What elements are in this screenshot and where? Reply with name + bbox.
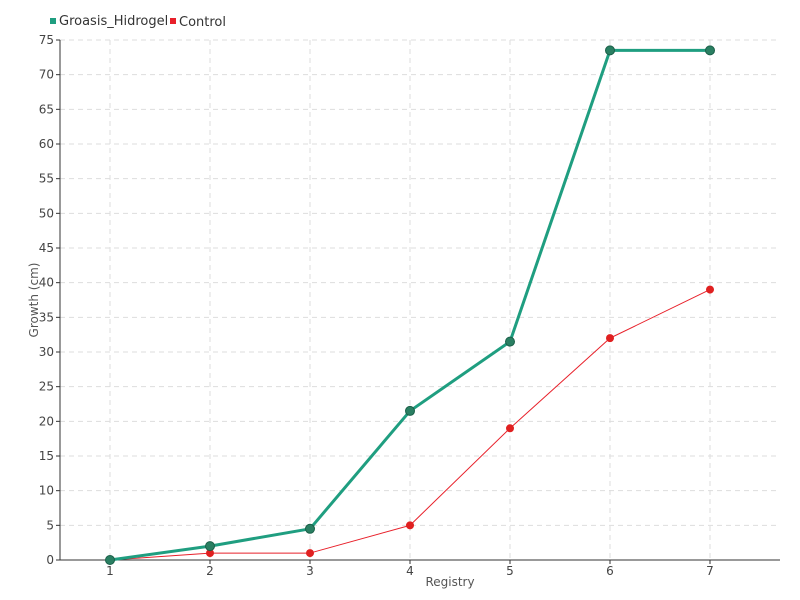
axes [59,40,780,561]
legend-swatch-control [170,18,176,24]
series-control [106,285,714,564]
y-tick-label: 70 [39,68,54,82]
data-point [406,521,414,530]
x-tick-label: 3 [306,564,314,578]
legend-swatch-groasis-hidrogel [50,18,56,24]
y-tick-label: 60 [39,137,54,151]
x-tick-label: 4 [406,564,414,578]
y-tick-label: 10 [39,484,54,498]
data-point [705,45,715,56]
x-tick-label: 5 [506,564,514,578]
series [105,45,715,565]
y-tick-label: 30 [39,345,54,359]
data-point [205,541,215,552]
y-tick-label: 35 [39,310,54,324]
data-point [706,285,714,294]
x-axis-title: Registry [425,575,474,589]
y-tick-label: 75 [39,33,54,47]
legend-label-groasis-hidrogel: Groasis_Hidrogel [59,14,168,29]
y-tick-label: 25 [39,380,54,394]
y-tick-label: 5 [46,518,54,532]
data-point [405,405,415,416]
data-point [105,555,115,565]
grid [60,39,780,560]
x-tick-label: 2 [206,564,214,578]
y-axis-title: Growth (cm) [27,263,41,338]
data-point [606,334,614,343]
y-tick-label: 15 [39,449,54,463]
y-tick-label: 45 [39,241,54,255]
series-groasis-hidrogel [105,45,715,565]
y-tick-label: 40 [39,276,54,290]
legend-label-control: Control [179,15,226,30]
x-tick-label: 7 [706,564,714,578]
y-tick-label: 20 [39,414,54,428]
y-tick-label: 65 [39,102,54,116]
y-tick-label: 50 [39,206,54,220]
data-point [506,424,514,433]
legend: Groasis_Hidrogel Control [50,14,226,30]
data-point [505,336,515,347]
data-point [605,45,615,56]
x-tick-label: 6 [606,564,614,578]
data-point [206,549,214,558]
y-tick-label: 0 [46,553,54,567]
y-tick-label: 55 [39,172,54,186]
data-point [306,549,314,558]
x-tick-label: 1 [106,564,114,578]
data-point [305,523,315,534]
